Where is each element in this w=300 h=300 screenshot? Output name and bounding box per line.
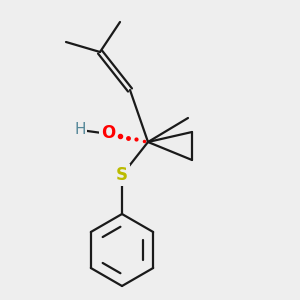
Text: O: O: [101, 124, 115, 142]
Text: S: S: [116, 166, 128, 184]
Text: H: H: [74, 122, 86, 137]
